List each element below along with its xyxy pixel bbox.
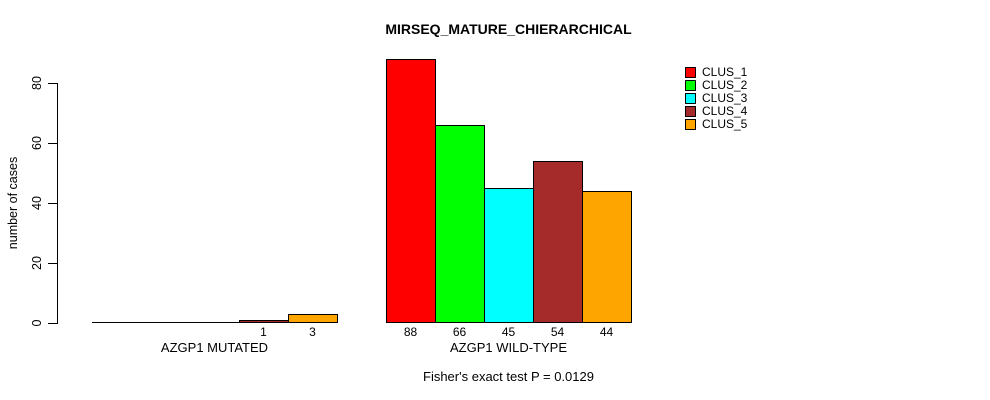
bar xyxy=(288,314,338,323)
y-tick-label: 80 xyxy=(30,76,44,90)
y-tick xyxy=(48,203,57,204)
y-tick xyxy=(48,323,57,324)
bar-value-label: 88 xyxy=(403,325,418,339)
bar-value-label: 45 xyxy=(501,325,516,339)
legend: CLUS_1 CLUS_2 CLUS_3 CLUS_4 CLUS_5 xyxy=(685,66,747,131)
bar xyxy=(386,59,436,323)
bar xyxy=(435,125,485,323)
legend-item: CLUS_2 xyxy=(685,79,747,92)
bar-value-label: 1 xyxy=(260,325,267,339)
bar xyxy=(533,161,583,323)
bar-value-label: 3 xyxy=(309,325,316,339)
legend-item: CLUS_3 xyxy=(685,92,747,105)
legend-item: CLUS_4 xyxy=(685,105,747,118)
legend-swatch xyxy=(685,80,696,91)
legend-label: CLUS_4 xyxy=(702,104,748,118)
y-tick-label: 40 xyxy=(30,196,44,210)
y-axis-line xyxy=(57,83,58,324)
x-group-label: AZGP1 MUTATED xyxy=(160,340,269,355)
y-tick xyxy=(48,83,57,84)
y-tick-label: 20 xyxy=(30,256,44,270)
legend-label: CLUS_3 xyxy=(702,91,748,105)
bar xyxy=(92,322,142,323)
y-tick-label: 60 xyxy=(30,136,44,150)
bar xyxy=(141,322,191,323)
y-axis-label: number of cases xyxy=(6,156,20,250)
legend-item: CLUS_1 xyxy=(685,66,747,79)
bar xyxy=(239,320,289,323)
legend-swatch xyxy=(685,106,696,117)
legend-swatch xyxy=(685,67,696,78)
y-tick xyxy=(48,143,57,144)
bar xyxy=(582,191,632,323)
y-tick xyxy=(48,263,57,264)
bar-value-label: 66 xyxy=(452,325,467,339)
bar xyxy=(484,188,534,323)
legend-item: CLUS_5 xyxy=(685,118,747,131)
legend-label: CLUS_5 xyxy=(702,117,748,131)
x-group-label: AZGP1 WILD-TYPE xyxy=(449,340,568,355)
y-tick-label: 0 xyxy=(30,319,44,327)
bar xyxy=(190,322,240,323)
legend-swatch xyxy=(685,93,696,104)
chart-title: MIRSEQ_MATURE_CHIERARCHICAL xyxy=(385,21,632,37)
legend-label: CLUS_1 xyxy=(702,65,748,79)
annotation-text: Fisher's exact test P = 0.0129 xyxy=(423,369,594,384)
legend-swatch xyxy=(685,119,696,130)
bar-value-label: 54 xyxy=(550,325,565,339)
bar-value-label: 44 xyxy=(599,325,614,339)
legend-label: CLUS_2 xyxy=(702,78,748,92)
